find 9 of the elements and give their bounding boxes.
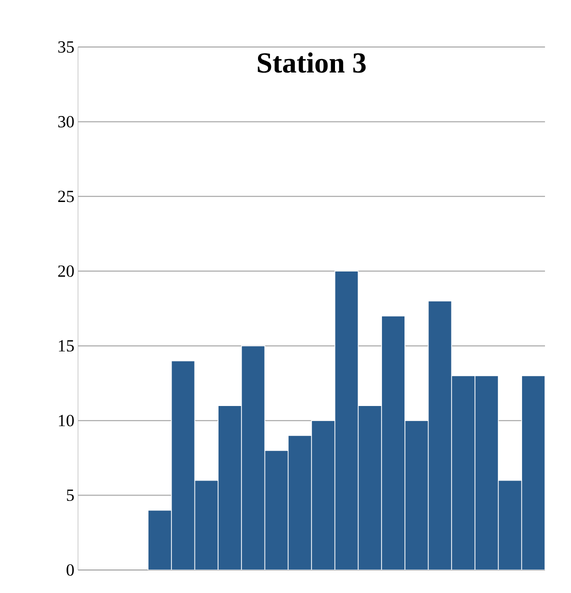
y-tick-label: 25 (58, 190, 74, 202)
y-tick-label: 30 (58, 116, 74, 128)
y-tick-label: 5 (66, 490, 74, 501)
y-tick-label: 15 (58, 340, 74, 352)
chart-title: Station 3 (258, 52, 366, 73)
y-tick-label: 35 (58, 41, 74, 53)
y-tick-label: 20 (58, 265, 74, 277)
y-tick-label: 10 (58, 414, 74, 426)
y-tick-label: 0 (66, 564, 74, 576)
